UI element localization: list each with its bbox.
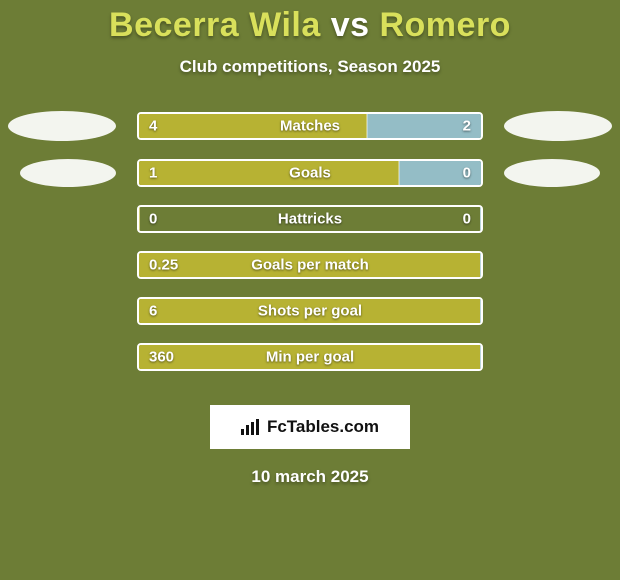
title-player-left: Becerra Wila — [109, 6, 321, 44]
stat-bar: 360 Min per goal — [137, 343, 483, 371]
before-date-gap — [0, 449, 620, 467]
page-title: Becerra Wila vs Romero — [0, 6, 620, 45]
chart-icon — [241, 419, 261, 435]
stat-label: Hattricks — [278, 211, 342, 228]
stat-label: Goals per match — [251, 257, 369, 274]
footer-date: 10 march 2025 — [0, 467, 620, 487]
stat-left-value: 0 — [149, 211, 157, 228]
stat-label: Goals — [289, 165, 331, 182]
stat-left-value: 1 — [149, 165, 157, 182]
stat-bar-left-fill — [139, 161, 399, 185]
stat-left-value: 4 — [149, 118, 157, 135]
stat-right-value: 0 — [463, 211, 471, 228]
stat-row: 0.25 Goals per match — [0, 251, 620, 279]
stat-left-value: 6 — [149, 303, 157, 320]
stat-bar-right-fill — [480, 207, 481, 231]
stat-bar: 6 Shots per goal — [137, 297, 483, 325]
stat-right-value: 2 — [463, 118, 471, 135]
stat-row: 1 Goals 0 — [0, 159, 620, 187]
branding-text: FcTables.com — [267, 417, 379, 437]
title-vs: vs — [331, 6, 370, 44]
stat-bar-right-fill — [480, 253, 481, 277]
stat-bar: 0 Hattricks 0 — [137, 205, 483, 233]
branding-badge: FcTables.com — [210, 405, 410, 449]
subtitle: Club competitions, Season 2025 — [0, 57, 620, 77]
after-subtitle-gap — [0, 77, 620, 111]
player-left-oval — [8, 111, 116, 141]
stat-left-value: 360 — [149, 349, 174, 366]
stat-row: 4 Matches 2 — [0, 111, 620, 141]
stat-left-value: 0.25 — [149, 257, 178, 274]
stat-bar: 4 Matches 2 — [137, 112, 483, 140]
stat-bar-left-fill — [139, 207, 140, 231]
comparison-chart: 4 Matches 2 1 Goals 0 0 Hattricks 0 0.25 Goals per… — [0, 111, 620, 389]
stat-label: Min per goal — [266, 349, 354, 366]
stat-row: 360 Min per goal — [0, 343, 620, 371]
player-right-oval — [504, 159, 600, 187]
stat-bar: 1 Goals 0 — [137, 159, 483, 187]
stat-right-value: 0 — [463, 165, 471, 182]
stat-bar: 0.25 Goals per match — [137, 251, 483, 279]
player-left-oval — [20, 159, 116, 187]
title-player-right: Romero — [379, 6, 510, 44]
stat-label: Matches — [280, 118, 340, 135]
stat-label: Shots per goal — [258, 303, 362, 320]
stat-bar-right-fill — [480, 299, 481, 323]
stat-bar-right-fill — [480, 345, 481, 369]
stat-row: 0 Hattricks 0 — [0, 205, 620, 233]
stat-row: 6 Shots per goal — [0, 297, 620, 325]
player-right-oval — [504, 111, 612, 141]
after-title-gap — [0, 45, 620, 57]
